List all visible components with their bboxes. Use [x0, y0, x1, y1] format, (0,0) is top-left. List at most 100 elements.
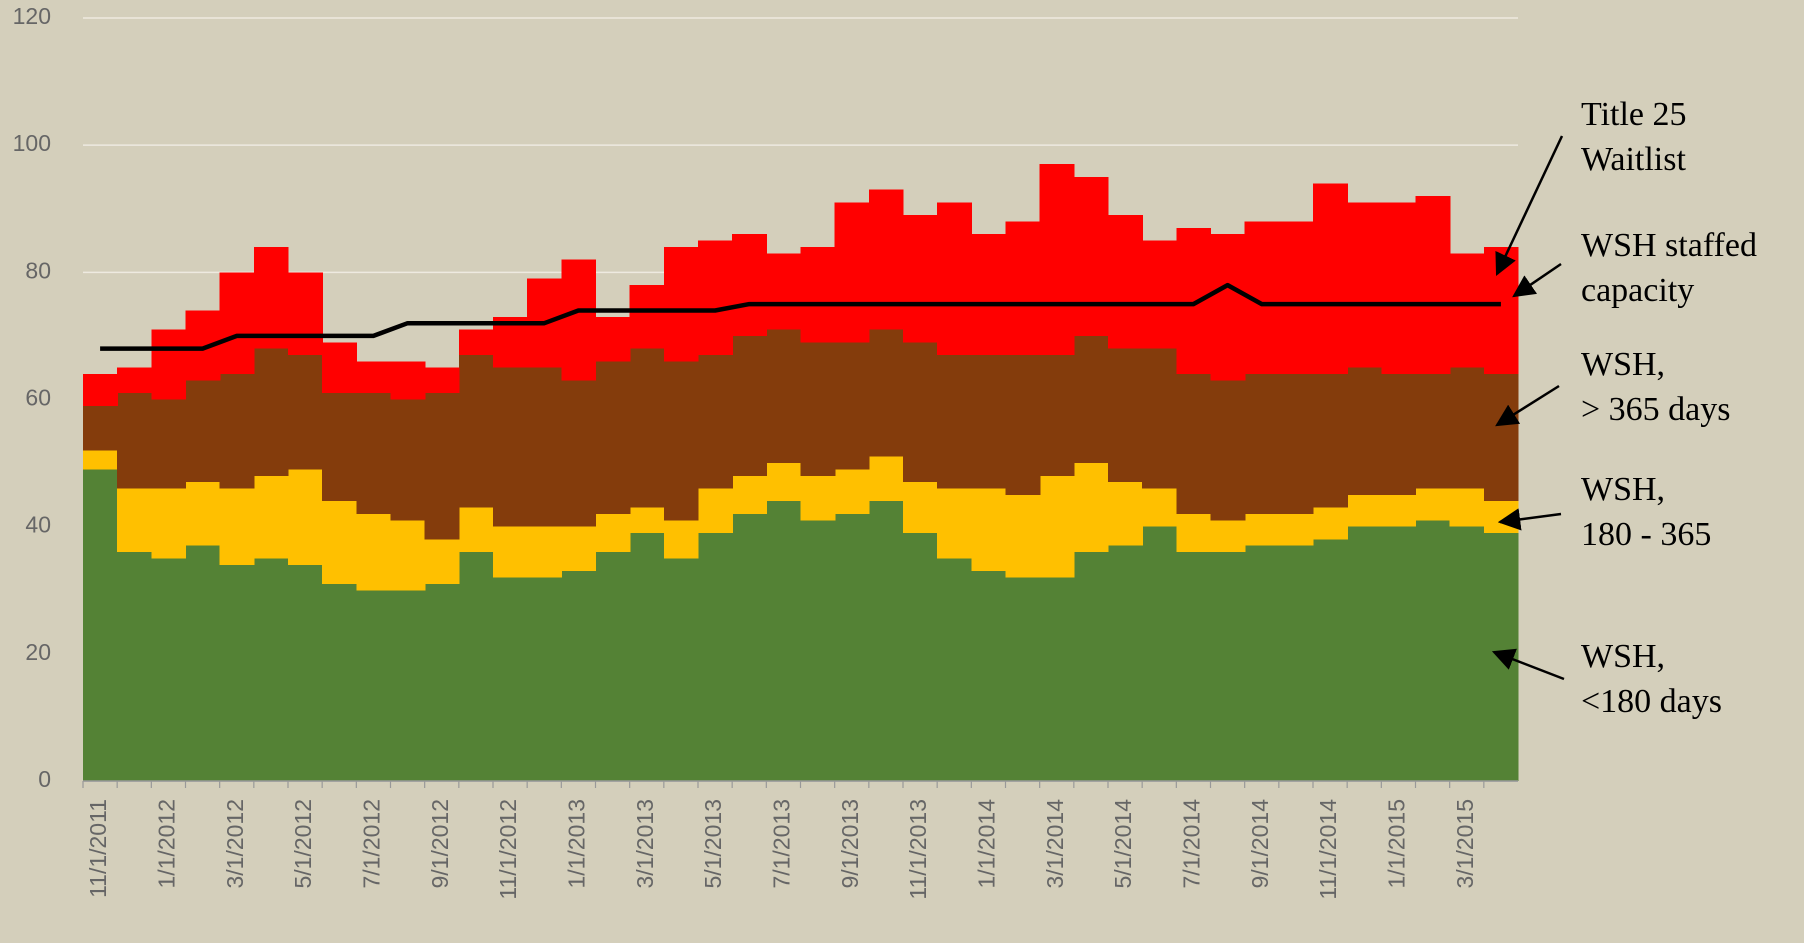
area-step	[1278, 513, 1314, 546]
area-step	[1415, 374, 1451, 489]
area-step	[629, 507, 665, 534]
arrow	[1497, 508, 1562, 531]
legend-label: WSH, 180 - 365	[1581, 471, 1712, 553]
area-step	[1449, 253, 1485, 368]
area-step	[1108, 215, 1143, 349]
area-step	[424, 539, 460, 584]
area-step	[663, 520, 699, 559]
area-step	[288, 354, 323, 470]
area-step	[1005, 354, 1041, 495]
area-step	[1449, 367, 1485, 489]
area-step	[493, 577, 528, 781]
y-tick-label: 40	[25, 512, 51, 538]
area-step	[595, 316, 631, 362]
area-step	[834, 342, 870, 470]
x-tick-label: 11/1/2013	[905, 799, 931, 900]
area-step	[424, 583, 460, 781]
x-tick-label: 11/1/2011	[85, 799, 111, 898]
area-step	[185, 545, 221, 781]
area-step	[1313, 539, 1348, 781]
area-step	[1483, 533, 1519, 781]
legend-label: WSH, <180 days	[1581, 638, 1722, 720]
area-step	[800, 342, 836, 476]
area-step	[1073, 176, 1109, 336]
area-step	[561, 380, 597, 527]
area-step	[629, 533, 665, 781]
area-step	[151, 329, 187, 400]
area-step	[732, 335, 767, 476]
area-step	[1313, 183, 1348, 375]
area-step	[1005, 494, 1041, 578]
area-step	[1039, 475, 1075, 578]
area-step	[698, 533, 733, 781]
area-step	[1039, 354, 1075, 476]
x-tick-label: 7/1/2013	[768, 799, 794, 889]
x-tick-label: 1/1/2015	[1383, 799, 1409, 889]
area-step	[595, 552, 631, 781]
area-step	[527, 577, 562, 781]
area-step	[322, 501, 357, 584]
area-step	[903, 533, 938, 781]
area-step	[903, 482, 938, 534]
x-tick-label: 3/1/2014	[1042, 799, 1068, 889]
area-step	[1244, 374, 1280, 514]
area-step	[698, 488, 733, 534]
area-step	[903, 215, 938, 343]
area-step	[1313, 374, 1348, 508]
area-step	[117, 393, 152, 489]
area-step	[356, 513, 392, 591]
area-step	[1278, 374, 1314, 514]
area-step	[732, 513, 767, 781]
area-step	[1347, 526, 1382, 781]
area-step	[83, 405, 118, 451]
area-step	[493, 526, 528, 578]
area-step	[1142, 488, 1177, 527]
y-tick-label: 0	[38, 766, 51, 792]
x-tick-label: 3/1/2015	[1452, 799, 1478, 889]
area-step	[1415, 488, 1451, 521]
area-step	[1142, 348, 1177, 489]
area-step	[117, 552, 152, 781]
area-step	[1278, 545, 1314, 781]
area-step	[117, 488, 152, 553]
area-step	[1244, 545, 1280, 781]
area-step	[698, 354, 733, 489]
arrow	[1495, 135, 1564, 277]
area-step	[834, 513, 870, 781]
area-step	[971, 234, 1007, 355]
area-step	[800, 246, 836, 343]
area-step	[1449, 488, 1485, 527]
area-step	[151, 558, 187, 781]
area-step	[1176, 552, 1212, 781]
arrow	[1512, 262, 1562, 298]
x-tick-label: 5/1/2012	[290, 799, 316, 889]
area-step	[83, 450, 118, 470]
area-step	[1108, 545, 1143, 781]
area-step	[595, 361, 631, 514]
y-tick-label: 100	[13, 130, 51, 156]
area-step	[800, 475, 836, 521]
area-step	[1210, 234, 1246, 381]
arrow	[1495, 384, 1560, 427]
area-step	[1483, 374, 1519, 502]
area-step	[1381, 202, 1417, 375]
area-step	[1244, 513, 1280, 546]
area-step	[1278, 221, 1314, 375]
area-step	[424, 393, 460, 540]
area-step	[800, 520, 836, 781]
area-step	[595, 513, 631, 553]
area-step	[937, 354, 972, 489]
area-step	[971, 488, 1007, 572]
area-step	[629, 285, 665, 349]
area-step	[971, 571, 1007, 781]
area-step	[868, 189, 904, 330]
area-step	[698, 240, 733, 355]
y-tick-label: 60	[25, 385, 51, 411]
area-step	[1073, 335, 1109, 464]
x-tick-label: 9/1/2014	[1247, 799, 1273, 889]
area-step	[629, 348, 665, 508]
area-step	[390, 590, 426, 781]
legend-label: WSH, > 365 days	[1581, 346, 1731, 428]
area-step	[937, 558, 972, 781]
